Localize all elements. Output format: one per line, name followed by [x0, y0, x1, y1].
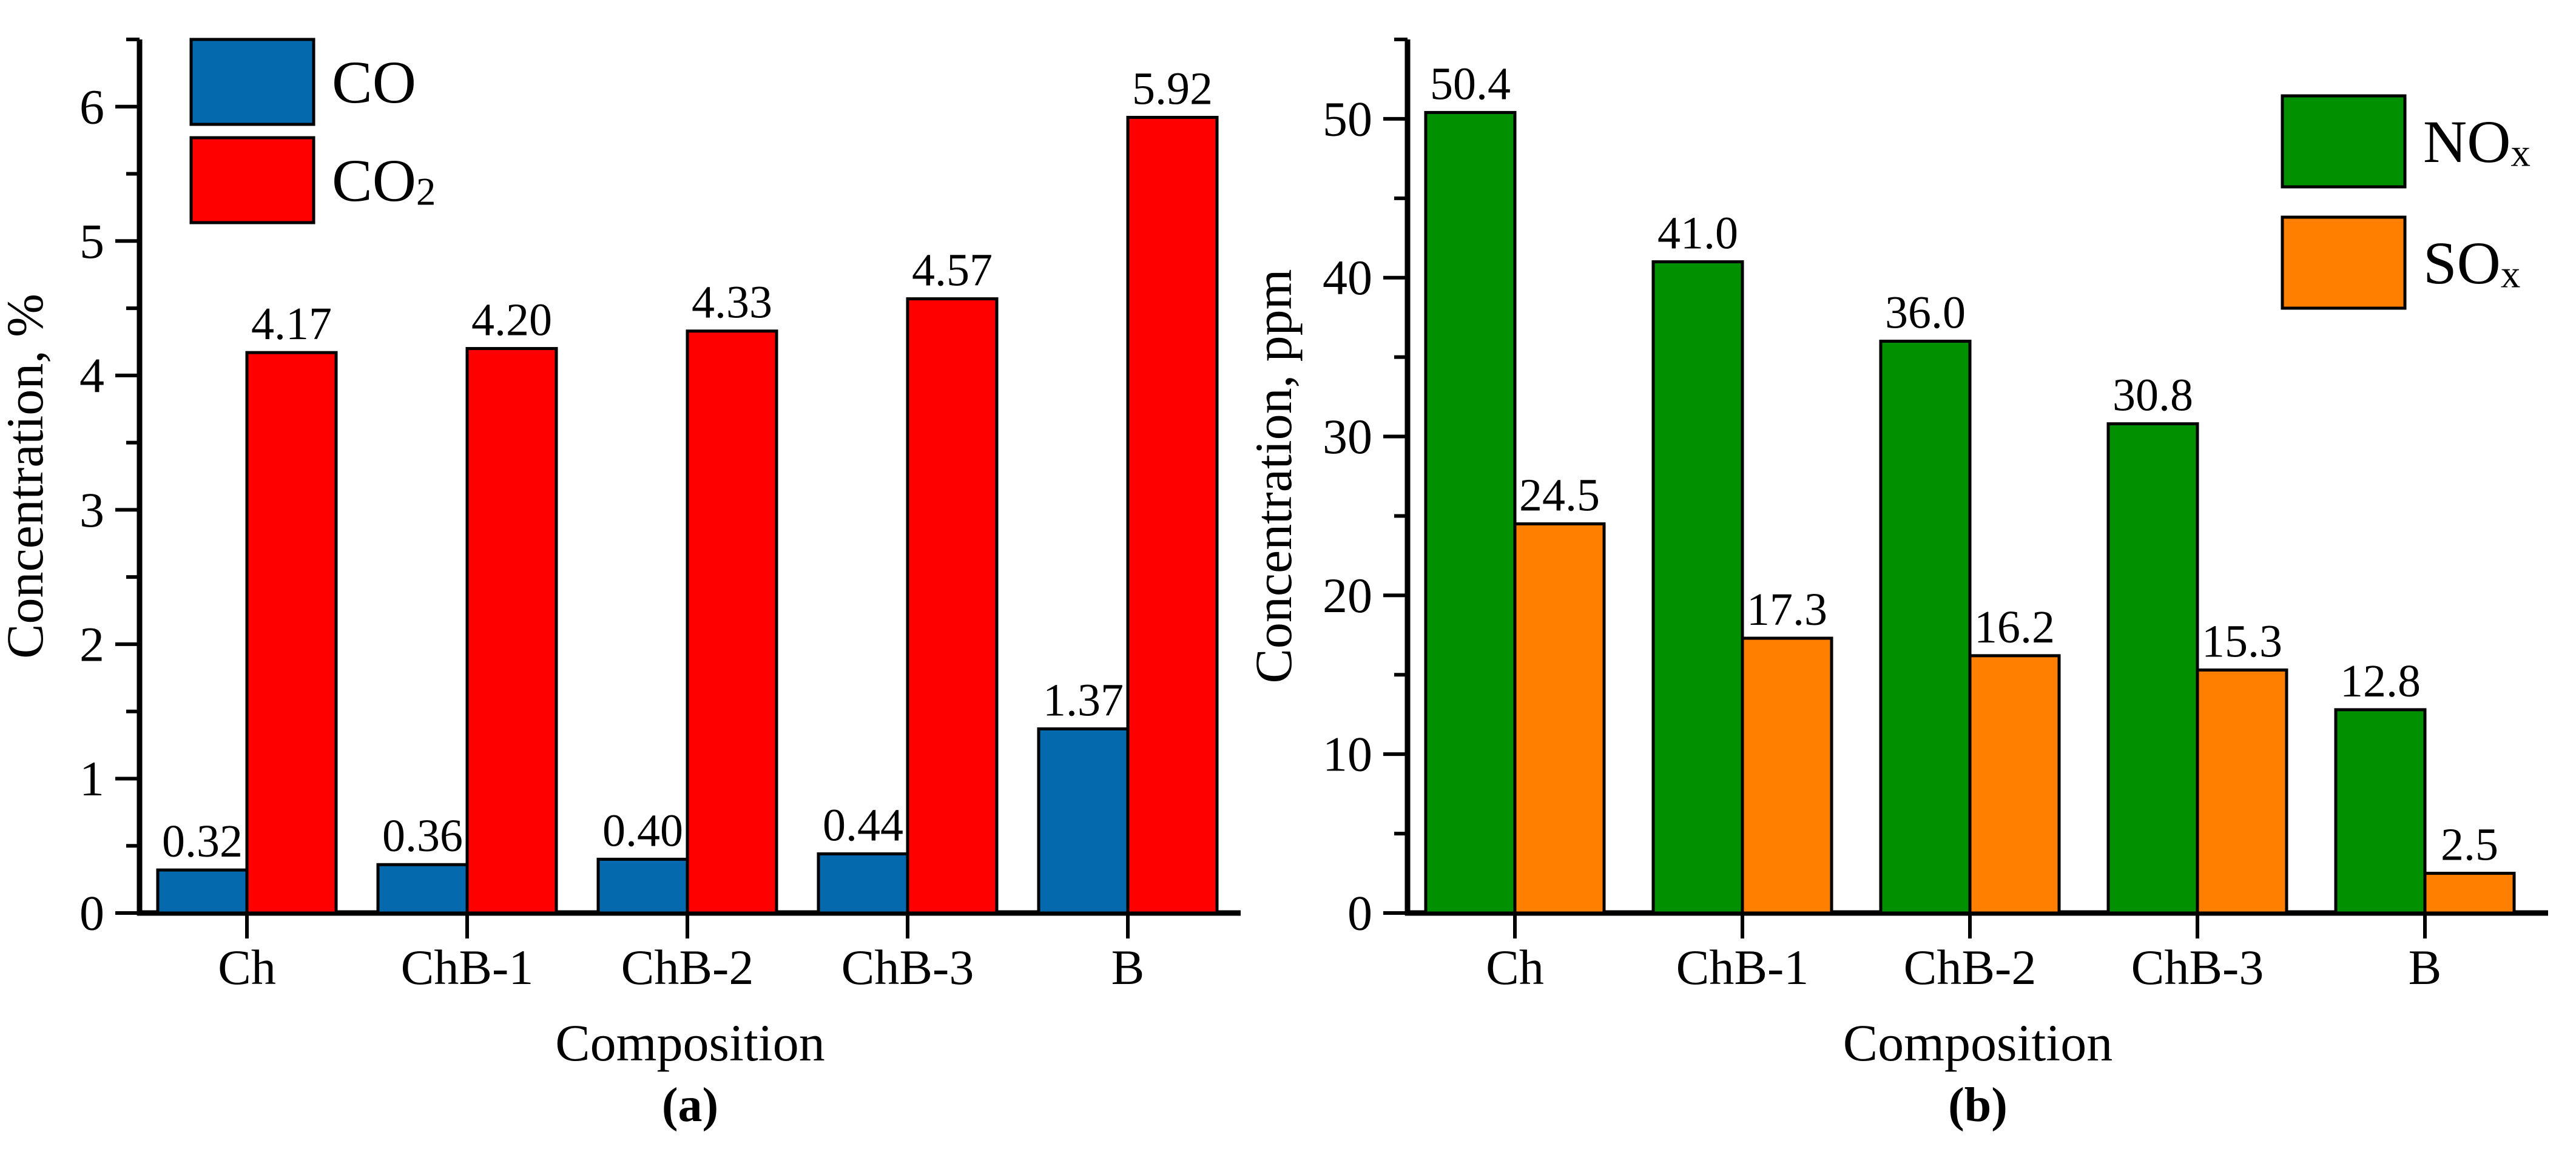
y-tick-label: 1 — [79, 751, 104, 806]
bar-co-ch — [156, 868, 249, 915]
value-label: 4.33 — [692, 277, 772, 328]
legend-label: NOx — [2423, 108, 2530, 175]
y-tick-label: 0 — [79, 886, 104, 941]
bar-nox-chb-1 — [1651, 260, 1744, 915]
panel-b: 0 10 20 30 40 50 Ch 50.4 24.5 ChB-1 41.0 17.3 ChB-2 3… — [1244, 38, 2548, 1132]
bar-co-chb-2 — [596, 857, 689, 915]
value-label: 0.40 — [602, 805, 683, 856]
y-tick-label: 4 — [79, 348, 104, 403]
category-label: ChB-3 — [841, 940, 974, 995]
value-label: 16.2 — [1974, 602, 2055, 653]
bar-nox-ch — [1424, 110, 1517, 915]
legend-swatch-co — [189, 38, 315, 126]
x-axis-title: Composition — [555, 1014, 824, 1072]
value-label: 15.3 — [2202, 616, 2282, 667]
bar-co2-chb-2 — [686, 329, 778, 915]
category-label: ChB-1 — [1676, 940, 1809, 995]
bar-nox-chb-3 — [2106, 422, 2199, 915]
value-label: 2.5 — [2441, 820, 2498, 871]
bar-sox-ch — [1513, 522, 1606, 915]
value-label: 24.5 — [1519, 470, 1600, 521]
y-tick-label: 0 — [1347, 886, 1372, 941]
bar-sox-b — [2423, 872, 2516, 915]
y-tick-label: 30 — [1323, 409, 1372, 464]
y-tick-label: 3 — [79, 482, 104, 537]
bar-nox-b — [2334, 708, 2427, 915]
y-axis-title: Concentration, % — [0, 294, 54, 659]
bar-nox-chb-2 — [1879, 339, 1972, 915]
y-tick-label: 50 — [1323, 91, 1372, 146]
x-axis-title: Composition — [1843, 1014, 2112, 1072]
legend-swatch-co2 — [189, 136, 315, 224]
category-label: ChB-3 — [2131, 940, 2264, 995]
value-label: 5.92 — [1132, 63, 1213, 114]
y-tick-label: 10 — [1323, 727, 1372, 782]
value-label: 12.8 — [2340, 656, 2421, 707]
legend-swatch-sox — [2281, 215, 2407, 310]
value-label: 4.17 — [251, 298, 332, 349]
value-label: 0.44 — [823, 800, 903, 851]
y-tick-label: 5 — [79, 214, 104, 269]
bar-co2-ch — [245, 351, 338, 915]
value-label: 0.32 — [162, 816, 243, 867]
bar-co-b — [1037, 727, 1130, 915]
legend-label: SOx — [2423, 229, 2520, 297]
y-tick-label: 6 — [79, 79, 104, 134]
value-label: 30.8 — [2112, 370, 2193, 421]
y-tick-label: 40 — [1323, 250, 1372, 305]
category-label: B — [2409, 940, 2442, 995]
bar-sox-chb-1 — [1741, 636, 1833, 915]
bar-co-chb-3 — [817, 852, 909, 915]
y-tick-label: 2 — [79, 616, 104, 672]
bar-co2-b — [1126, 115, 1219, 915]
category-label: B — [1111, 940, 1145, 995]
bar-co-chb-1 — [376, 863, 469, 915]
bar-sox-chb-3 — [2196, 668, 2288, 915]
value-label: 17.3 — [1747, 584, 1827, 635]
category-label: ChB-1 — [401, 940, 534, 995]
value-label: 1.37 — [1043, 675, 1124, 726]
category-label: ChB-2 — [621, 940, 754, 995]
panel-a: 0 1 2 3 4 5 6 Ch 0.32 4.17 ChB-1 0.36 4.20 ChB-2 0.40 4… — [0, 38, 1241, 1132]
value-label: 4.57 — [912, 245, 993, 296]
bar-sox-chb-2 — [1968, 654, 2061, 915]
value-label: 0.36 — [382, 810, 463, 861]
y-axis-title: Concentration, ppm — [1244, 269, 1303, 683]
legend-swatch-nox — [2281, 94, 2407, 189]
value-label: 41.0 — [1657, 208, 1738, 259]
bar-co2-chb-1 — [465, 347, 558, 915]
y-tick-label: 20 — [1323, 568, 1372, 623]
value-label: 36.0 — [1885, 287, 1966, 338]
legend-label: CO — [332, 49, 416, 116]
bar-co2-chb-3 — [906, 297, 999, 915]
value-label: 50.4 — [1430, 58, 1511, 109]
legend-label: CO2 — [332, 147, 436, 214]
category-label: Ch — [218, 940, 276, 995]
panel-caption: (b) — [1948, 1079, 2008, 1132]
category-label: Ch — [1486, 940, 1544, 995]
panel-caption: (a) — [662, 1079, 718, 1132]
value-label: 4.20 — [471, 295, 552, 346]
category-label: ChB-2 — [1904, 940, 2037, 995]
